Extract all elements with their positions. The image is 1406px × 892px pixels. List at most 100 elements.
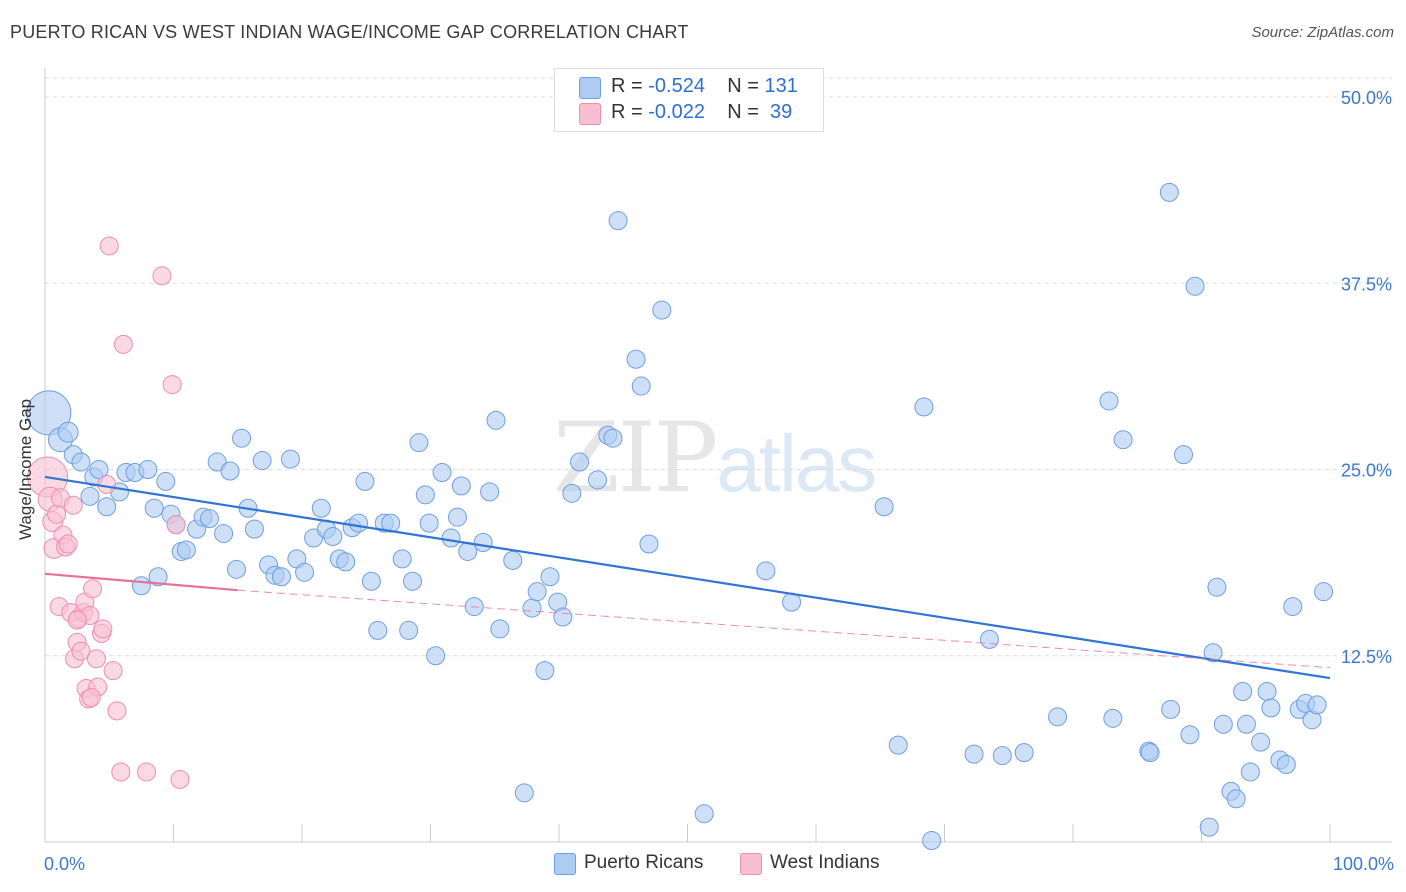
- puerto-rican-point: [1113, 430, 1133, 450]
- puerto-rican-point: [922, 831, 942, 851]
- legend-n-value: 39: [764, 101, 793, 123]
- west-indian-point: [152, 266, 172, 286]
- west-indian-point: [47, 504, 67, 524]
- puerto-rican-point: [874, 497, 894, 517]
- west-indian-point: [83, 579, 103, 599]
- puerto-rican-point: [588, 470, 608, 490]
- west-indian-point: [137, 762, 157, 782]
- puerto-rican-point: [503, 550, 523, 570]
- x-tick-label: 0.0%: [44, 854, 85, 874]
- puerto-rican-point: [1213, 714, 1233, 734]
- puerto-rican-point: [26, 390, 72, 436]
- y-tick-label: 50.0%: [1341, 88, 1392, 108]
- puerto-rican-point: [349, 513, 369, 533]
- west-indian-point: [107, 701, 127, 721]
- puerto-rican-point: [1048, 707, 1068, 727]
- puerto-rican-point: [80, 486, 100, 506]
- puerto-rican-point: [368, 620, 388, 640]
- puerto-rican-point: [964, 744, 984, 764]
- puerto-rican-point: [1099, 391, 1119, 411]
- puerto-rican-point: [244, 519, 264, 539]
- puerto-rican-point: [336, 552, 356, 572]
- puerto-rican-point: [1257, 682, 1277, 702]
- legend-swatch-pink: [579, 103, 601, 125]
- west-indian-trendline-extension: [237, 589, 1331, 669]
- puerto-rican-point: [226, 559, 246, 579]
- puerto-rican-point: [176, 540, 196, 560]
- y-tick-label: 12.5%: [1341, 647, 1392, 667]
- puerto-rican-point: [1185, 276, 1205, 296]
- puerto-rican-point: [71, 452, 91, 472]
- y-axis-title: Wage/Income Gap: [16, 398, 35, 540]
- puerto-rican-point: [756, 561, 776, 581]
- puerto-rican-point: [1276, 755, 1296, 775]
- watermark-atlas: atlas: [716, 419, 877, 508]
- west-indian-point: [99, 236, 119, 256]
- puerto-rican-point: [144, 498, 164, 518]
- puerto-rican-point: [295, 562, 315, 582]
- puerto-rican-point: [1307, 695, 1327, 715]
- puerto-rican-point: [131, 576, 151, 596]
- legend-n-label: N =: [727, 101, 765, 123]
- west-indian-point: [97, 474, 117, 494]
- puerto-rican-point: [451, 476, 471, 496]
- legend-label: West Indians: [770, 852, 880, 873]
- puerto-rican-point: [232, 428, 252, 448]
- puerto-rican-point: [1014, 743, 1034, 763]
- puerto-rican-point: [361, 571, 381, 591]
- west-indian-point: [162, 375, 182, 395]
- puerto-rican-point: [631, 376, 651, 396]
- puerto-rican-point: [608, 211, 628, 231]
- legend-swatch-blue: [579, 77, 601, 99]
- puerto-rican-point: [1283, 597, 1303, 617]
- puerto-rican-point: [490, 619, 510, 639]
- puerto-rican-point: [148, 567, 168, 587]
- puerto-rican-point: [486, 410, 506, 430]
- puerto-rican-point: [1161, 699, 1181, 719]
- puerto-rican-point: [1314, 582, 1334, 602]
- puerto-rican-point: [409, 433, 429, 453]
- puerto-rican-point: [1226, 789, 1246, 809]
- puerto-rican-point: [1140, 743, 1160, 763]
- puerto-rican-point: [1103, 708, 1123, 728]
- puerto-rican-point: [89, 460, 109, 479]
- legend-r-label: R =: [611, 75, 649, 97]
- legend-n-value: 131: [764, 75, 798, 97]
- puerto-rican-point: [1240, 762, 1260, 782]
- west-indian-point: [63, 495, 83, 515]
- legend-n-label: N =: [727, 75, 765, 97]
- y-tick-label: 25.0%: [1341, 461, 1392, 481]
- puerto-rican-point: [562, 483, 582, 503]
- source-label: Source: ZipAtlas.com: [1251, 24, 1394, 41]
- west-indian-point: [113, 334, 133, 354]
- puerto-rican-point: [540, 567, 560, 587]
- puerto-rican-point: [694, 804, 714, 824]
- puerto-rican-point: [415, 485, 435, 505]
- puerto-rican-point: [323, 527, 343, 547]
- puerto-rican-point: [156, 471, 176, 491]
- puerto-rican-point: [311, 498, 331, 518]
- west-indian-point: [81, 687, 101, 707]
- chart-title: PUERTO RICAN VS WEST INDIAN WAGE/INCOME …: [10, 22, 689, 42]
- west-indian-point: [93, 619, 113, 639]
- puerto-rican-point: [473, 533, 493, 553]
- puerto-rican-point: [355, 471, 375, 491]
- puerto-rican-point: [199, 509, 219, 529]
- legend-r-label: R =: [611, 101, 649, 123]
- puerto-rican-point: [1199, 817, 1219, 837]
- puerto-rican-point: [639, 534, 659, 554]
- puerto-rican-point: [138, 460, 158, 479]
- puerto-rican-point: [1159, 182, 1179, 202]
- puerto-rican-point: [214, 524, 234, 544]
- west-indian-point: [111, 762, 131, 782]
- puerto-rican-point: [1236, 714, 1256, 734]
- puerto-rican-point: [1203, 643, 1223, 663]
- puerto-rican-point: [220, 461, 240, 481]
- puerto-rican-point: [570, 452, 590, 472]
- puerto-rican-point: [1233, 682, 1253, 702]
- puerto-rican-point: [426, 646, 446, 666]
- puerto-rican-point: [888, 735, 908, 755]
- puerto-rican-point: [399, 620, 419, 640]
- legend-swatch-blue: [554, 853, 576, 875]
